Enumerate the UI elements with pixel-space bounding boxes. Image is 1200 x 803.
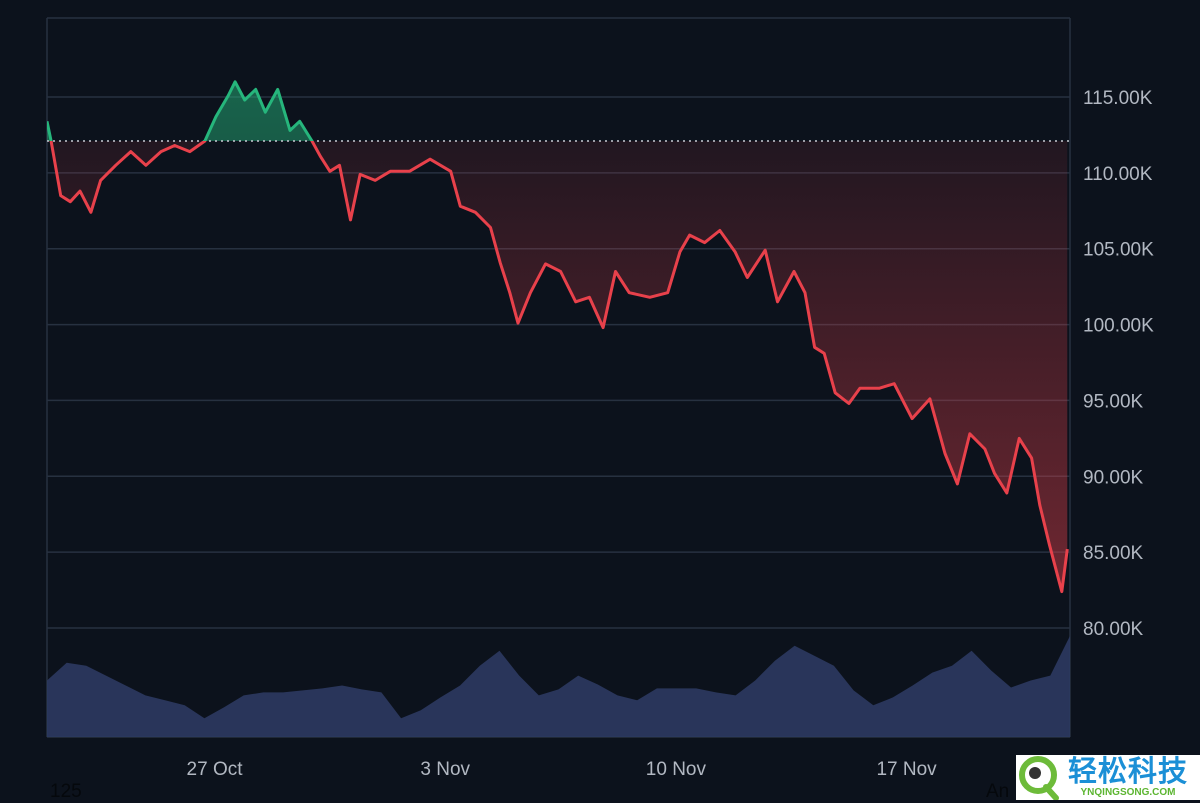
- y-tick-label: 90.00K: [1083, 467, 1144, 488]
- y-tick-label: 95.00K: [1083, 391, 1144, 412]
- x-tick-label: 3 Nov: [420, 759, 470, 780]
- y-tick-label: 100.00K: [1083, 316, 1154, 337]
- y-tick-label: 80.00K: [1083, 619, 1144, 640]
- watermark-cn: 轻松科技: [1068, 757, 1188, 787]
- watermark-en: YNQINGSONG.COM: [1081, 787, 1176, 798]
- y-tick-label: 110.00K: [1083, 164, 1153, 185]
- eye-logo-icon: [1016, 755, 1064, 800]
- y-tick-label: 105.00K: [1083, 240, 1154, 261]
- x-tick-label: 10 Nov: [646, 759, 707, 780]
- x-tick-label: 17 Nov: [876, 759, 937, 780]
- y-tick-label: 115.00K: [1083, 88, 1153, 109]
- watermark-logo: 轻松科技 YNQINGSONG.COM: [1016, 755, 1200, 800]
- y-tick-label: 85.00K: [1083, 543, 1144, 564]
- x-tick-label: 27 Oct: [187, 759, 244, 780]
